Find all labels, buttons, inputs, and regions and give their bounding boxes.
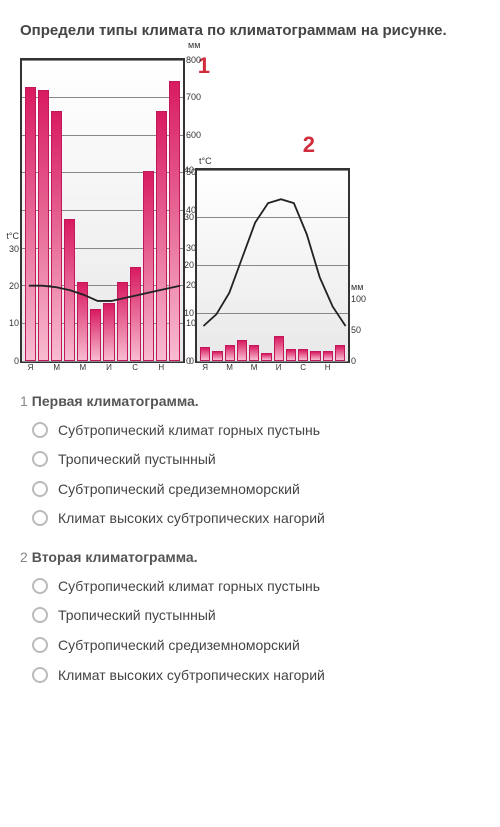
question-block-1: 1Первая климатограмма. Субтропический кли… [20,393,480,529]
chart-2-mm-tick: 0 [348,356,373,366]
page-title: Определи типы климата по климатограммам … [20,20,480,43]
chart-1-mm-tick: 600 [183,130,208,140]
option-text: Субтропический климат горных пустынь [58,421,320,441]
question-block-2: 2Вторая климатограмма. Субтропический кли… [20,549,480,685]
chart-2-bar [261,353,271,361]
question-2-title: 2Вторая климатограмма. [20,549,480,565]
question-2-option-1[interactable]: Субтропический климат горных пустынь [32,577,480,597]
chart-1-mm-tick: 700 [183,92,208,102]
chart-2-tc-tick: 20 [177,260,197,270]
chart-2-label: 2 [303,132,315,158]
chart-1-bar [156,111,167,361]
question-2-option-2[interactable]: Тропический пустынный [32,606,480,626]
option-text: Климат высоких субтропических нагорий [58,666,325,686]
chart-2-tc-unit: t°С [199,156,212,166]
chart-2-bar [298,349,308,360]
chart-1-wrapper: 1 мм 80070060050040030020010003020100t°С… [20,58,185,363]
chart-1-bar [103,303,114,360]
chart-2-mm-tick: 100 [348,294,373,304]
chart-1-bar [64,219,75,360]
question-2-option-3[interactable]: Субтропический средиземноморский [32,636,480,656]
chart-1-bar [77,282,88,360]
radio-icon [32,422,48,438]
option-text: Тропический пустынный [58,606,216,626]
chart-2-bar [249,345,259,360]
chart-2-bar [237,340,247,361]
question-1-option-3[interactable]: Субтропический средиземноморский [32,480,480,500]
chart-2-bar [323,351,333,361]
chart-1-x-labels: ЯММИСН [22,361,183,372]
chart-2-tc-tick: 40 [177,165,197,175]
chart-2-tc-tick: 0 [177,356,197,366]
chart-2-bar [286,349,296,360]
chart-1-mm-tick: 800 [183,55,208,65]
question-1-title: 1Первая климатограмма. [20,393,480,409]
chart-1-tc-tick: 30 [2,244,22,254]
radio-icon [32,578,48,594]
question-2-option-4[interactable]: Климат высоких субтропических нагорий [32,666,480,686]
option-text: Субтропический средиземноморский [58,480,300,500]
option-text: Тропический пустынный [58,450,216,470]
chart-2-bar [274,336,284,361]
chart-1-bar [90,309,101,360]
radio-icon [32,607,48,623]
chart-2-bar [212,351,222,361]
chart-1-tc-unit: t°С [6,231,22,241]
chart-2-tc-tick: 30 [177,212,197,222]
question-1-option-1[interactable]: Субтропический климат горных пустынь [32,421,480,441]
chart-1-bar [130,267,141,360]
radio-icon [32,637,48,653]
chart-2-tc-tick: 10 [177,308,197,318]
chart-2-bar [335,345,345,360]
radio-icon [32,451,48,467]
radio-icon [32,510,48,526]
chart-1-bar [25,87,36,361]
option-text: Субтропический средиземноморский [58,636,300,656]
questions-section: 1Первая климатограмма. Субтропический кли… [20,393,480,686]
chart-1-bar [51,111,62,361]
chart-1-mm-unit: мм [185,40,200,50]
question-1-option-4[interactable]: Климат высоких субтропических нагорий [32,509,480,529]
question-1-option-2[interactable]: Тропический пустынный [32,450,480,470]
chart-1-tc-tick: 10 [2,318,22,328]
chart-2-bar [225,345,235,360]
option-text: Климат высоких субтропических нагорий [58,509,325,529]
chart-2-x-labels: ЯММИСН [197,361,348,372]
chart-1-bar [143,171,154,361]
chart-2-mm-unit: мм [348,282,373,292]
chart-2-bar [310,351,320,361]
chart-1-tc-tick: 0 [2,356,22,366]
chart-2-bar [200,347,210,360]
radio-icon [32,667,48,683]
chart-2-wrapper: 2 403020100t°С100500ммЯММИСН [195,168,350,363]
chart-1-bar [38,90,49,361]
chart-1-bar [117,282,128,360]
chart-2: 403020100t°С100500ммЯММИСН [195,168,350,363]
chart-2-mm-tick: 50 [348,325,373,335]
chart-1: 80070060050040030020010003020100t°СЯММИС… [20,58,185,363]
radio-icon [32,481,48,497]
option-text: Субтропический климат горных пустынь [58,577,320,597]
charts-container: 1 мм 80070060050040030020010003020100t°С… [20,58,480,363]
chart-1-tc-tick: 20 [2,281,22,291]
